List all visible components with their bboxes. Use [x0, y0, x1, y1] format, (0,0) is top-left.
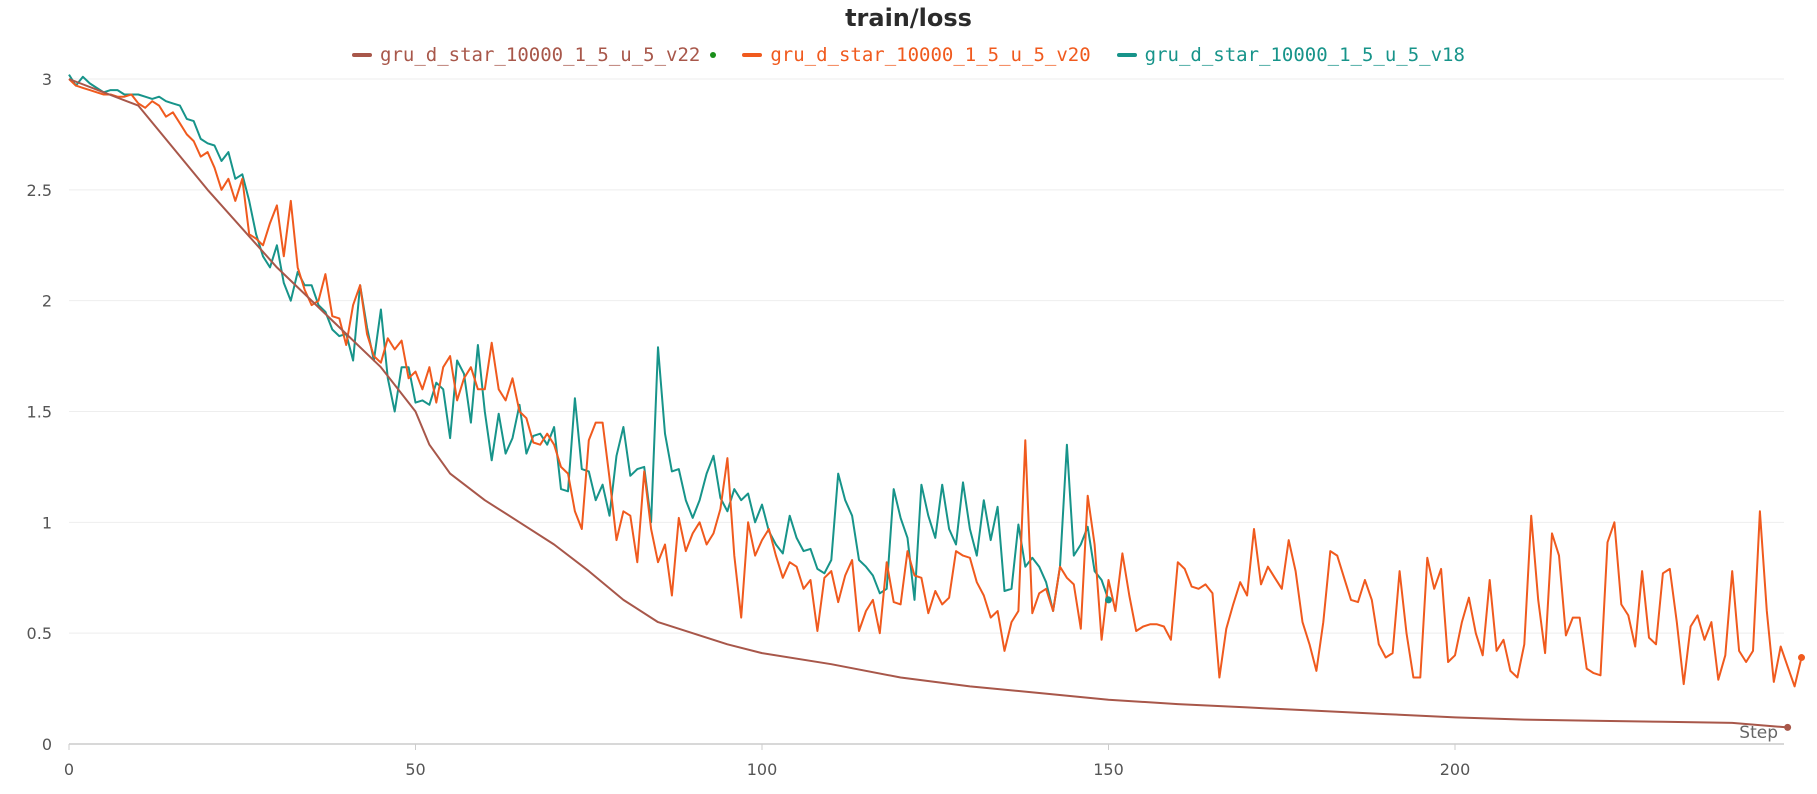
y-tick-label: 1 — [42, 513, 52, 532]
legend-label-v22: gru_d_star_10000_1_5_u_5_v22 — [380, 44, 701, 66]
series-end-marker-v20 — [1798, 654, 1805, 662]
x-tick-label: 150 — [1093, 760, 1124, 779]
x-tick-label: 100 — [747, 760, 778, 779]
y-tick-label: 2.5 — [27, 181, 52, 200]
y-tick-label: 3 — [42, 70, 52, 89]
series-end-marker-v22 — [1784, 723, 1792, 731]
y-tick-label: 0.5 — [27, 624, 52, 643]
y-tick-label: 2 — [42, 292, 52, 311]
series-end-markers — [1105, 596, 1805, 731]
axes: 0 0.5 1 1.5 2 2.5 3 0 50 100 150 200 — [27, 70, 1471, 779]
chart-title: train/loss — [845, 4, 972, 32]
series-line-v20[interactable] — [68, 78, 1803, 688]
x-axis-label: Step — [1739, 723, 1778, 743]
legend-label-v20: gru_d_star_10000_1_5_u_5_v20 — [770, 44, 1091, 66]
legend-item-v22[interactable]: gru_d_star_10000_1_5_u_5_v22 — [352, 44, 717, 66]
series-line-v22[interactable] — [68, 78, 1788, 729]
legend-swatch-v18 — [1116, 53, 1137, 57]
x-tick-label: 0 — [64, 760, 74, 779]
legend-swatch-v20 — [742, 53, 763, 57]
series-lines — [68, 74, 1803, 729]
legend: gru_d_star_10000_1_5_u_5_v22 gru_d_star_… — [0, 44, 1817, 66]
series-end-marker-v18 — [1105, 596, 1112, 604]
legend-item-v20[interactable]: gru_d_star_10000_1_5_u_5_v20 — [742, 44, 1091, 66]
legend-swatch-v22 — [352, 53, 373, 57]
series-line-v18[interactable] — [68, 74, 1110, 612]
x-tick-label: 200 — [1440, 760, 1471, 779]
x-tick-label: 50 — [405, 760, 425, 779]
y-tick-label: 0 — [42, 735, 52, 754]
legend-marker-dot-v22 — [710, 52, 717, 58]
legend-item-v18[interactable]: gru_d_star_10000_1_5_u_5_v18 — [1116, 44, 1465, 66]
grid-lines — [69, 78, 1784, 745]
y-tick-label: 1.5 — [27, 403, 52, 422]
legend-label-v18: gru_d_star_10000_1_5_u_5_v18 — [1144, 44, 1465, 66]
